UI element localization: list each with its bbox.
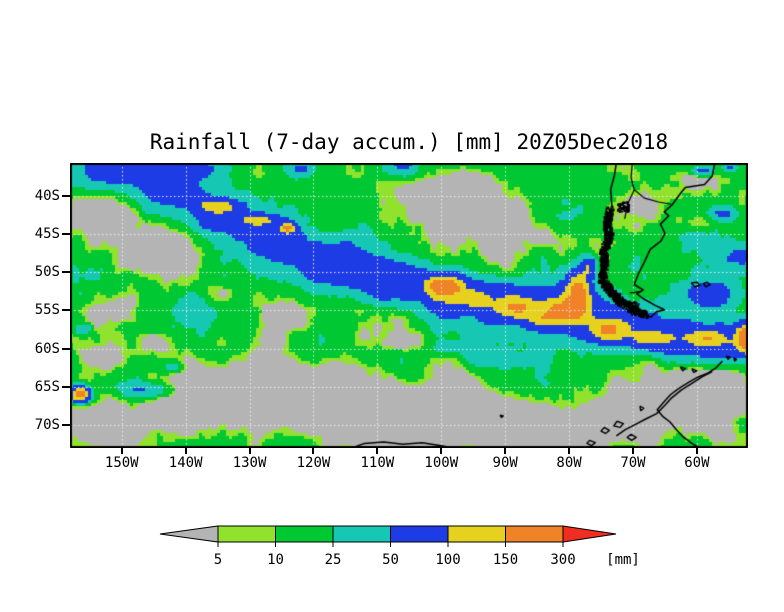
lat-tick <box>62 385 70 388</box>
lon-tick <box>120 447 123 454</box>
lat-tick <box>62 309 70 312</box>
lon-tick <box>440 447 443 454</box>
lat-tick-label: 55S <box>34 302 60 319</box>
colorbar-level-label: 100 <box>435 552 460 568</box>
colorbar-above-arrow <box>562 525 617 543</box>
lon-tick-label: 60W <box>684 455 710 471</box>
colorbar-units-label: [mm] <box>606 552 640 568</box>
colorbar-level-label: 150 <box>493 552 518 568</box>
colorbar-level-label: 300 <box>550 552 575 568</box>
colorbar-segment <box>505 525 564 543</box>
lon-tick <box>695 447 698 454</box>
lon-tick-label: 90W <box>492 455 518 471</box>
lat-tick-label: 60S <box>34 340 60 357</box>
plot-title: Rainfall (7-day accum.) [mm] 20Z05Dec201… <box>149 130 669 154</box>
lon-tick-label: 120W <box>296 455 331 471</box>
colorbar-segment <box>275 525 334 543</box>
colorbar-segment <box>332 525 391 543</box>
lon-tick <box>631 447 634 454</box>
colorbar-segment <box>217 525 276 543</box>
rainfall-map-canvas <box>70 163 748 448</box>
lat-tick <box>62 347 70 350</box>
lat-tick-label: 40S <box>34 187 60 204</box>
lat-tick-label: 70S <box>34 417 60 434</box>
lon-tick <box>184 447 187 454</box>
lat-tick-label: 50S <box>34 264 60 281</box>
lat-tick-label: 65S <box>34 378 60 395</box>
colorbar-level-label: 5 <box>214 552 222 568</box>
lon-tick-label: 110W <box>360 455 395 471</box>
colorbar-below-arrow <box>159 525 219 543</box>
lon-tick-label: 70W <box>620 455 646 471</box>
lon-tick-label: 80W <box>556 455 582 471</box>
lon-tick-label: 150W <box>104 455 139 471</box>
lon-tick-label: 130W <box>232 455 267 471</box>
colorbar-level-label: 25 <box>325 552 342 568</box>
lat-tick <box>62 424 70 427</box>
lat-tick <box>62 271 70 274</box>
colorbar-segment <box>447 525 506 543</box>
lon-tick <box>376 447 379 454</box>
lat-tick <box>62 233 70 236</box>
colorbar-level-label: 10 <box>267 552 284 568</box>
lon-tick <box>312 447 315 454</box>
lon-tick <box>248 447 251 454</box>
lat-tick-label: 45S <box>34 226 60 243</box>
lon-tick <box>504 447 507 454</box>
lon-tick-label: 100W <box>424 455 459 471</box>
colorbar-segment <box>390 525 449 543</box>
colorbar: 5 10 25 50 100 150 300 [mm] <box>159 525 640 568</box>
lon-tick <box>568 447 571 454</box>
colorbar-level-label: 50 <box>382 552 399 568</box>
lat-tick <box>62 194 70 197</box>
lon-tick-label: 140W <box>168 455 203 471</box>
